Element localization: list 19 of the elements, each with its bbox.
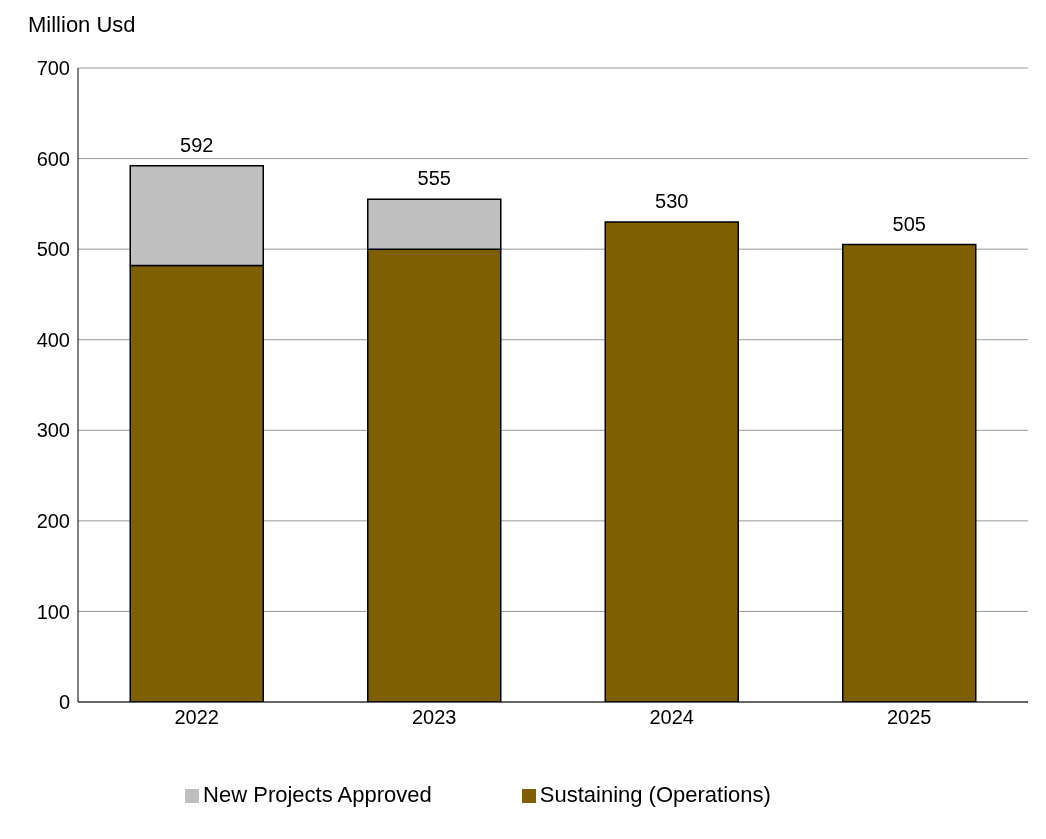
total-label: 505	[892, 212, 926, 235]
legend-label: New Projects Approved	[203, 782, 432, 807]
total-label: 592	[180, 133, 214, 156]
y-tick-label: 400	[36, 328, 70, 351]
y-tick-label: 700	[36, 57, 70, 80]
x-tick-label: 2025	[887, 706, 932, 729]
y-axis-title: Million Usd	[28, 12, 136, 38]
x-tick-label: 2024	[649, 706, 694, 729]
y-tick-label: 500	[36, 238, 70, 261]
total-label: 555	[417, 167, 451, 190]
y-tick-label: 0	[58, 691, 70, 714]
x-tick-label: 2022	[174, 706, 219, 729]
legend-label: Sustaining (Operations)	[539, 782, 771, 807]
y-tick-label: 600	[36, 147, 70, 170]
x-tick-label: 2023	[412, 706, 457, 729]
y-tick-label: 300	[36, 419, 70, 442]
y-tick-label: 100	[36, 600, 70, 623]
total-label: 530	[655, 189, 689, 212]
y-tick-label: 200	[36, 509, 70, 532]
